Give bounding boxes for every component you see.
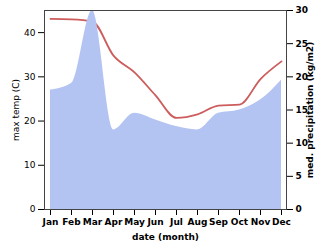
svg-text:Oct: Oct <box>231 217 249 227</box>
svg-text:Nov: Nov <box>251 217 271 227</box>
svg-text:10: 10 <box>295 138 308 148</box>
svg-text:Dec: Dec <box>272 217 291 227</box>
svg-text:Feb: Feb <box>62 217 81 227</box>
svg-text:25: 25 <box>295 38 308 49</box>
svg-text:Mar: Mar <box>83 217 103 227</box>
svg-text:date (month): date (month) <box>132 232 199 242</box>
svg-text:30: 30 <box>24 72 36 82</box>
svg-text:Sep: Sep <box>209 217 229 227</box>
svg-text:20: 20 <box>295 71 308 82</box>
svg-text:Jun: Jun <box>146 217 163 227</box>
svg-text:Aug: Aug <box>188 217 208 227</box>
svg-text:20: 20 <box>24 116 36 126</box>
svg-text:max temp (C): max temp (C) <box>11 79 21 141</box>
svg-text:Apr: Apr <box>105 217 123 227</box>
svg-text:May: May <box>124 217 145 227</box>
svg-text:5: 5 <box>296 171 302 181</box>
svg-text:0: 0 <box>30 204 36 214</box>
svg-text:40: 40 <box>24 27 36 37</box>
svg-text:0: 0 <box>296 204 302 214</box>
svg-text:med. precipitation (kg/m2): med. precipitation (kg/m2) <box>305 42 315 178</box>
svg-text:Jan: Jan <box>42 217 59 227</box>
svg-text:10: 10 <box>24 160 36 170</box>
svg-text:15: 15 <box>295 104 308 115</box>
svg-text:30: 30 <box>296 5 309 15</box>
svg-text:Jul: Jul <box>169 217 183 227</box>
